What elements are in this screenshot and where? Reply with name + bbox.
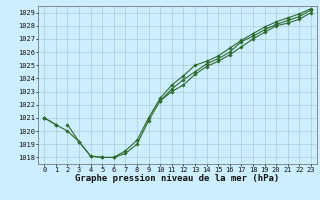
X-axis label: Graphe pression niveau de la mer (hPa): Graphe pression niveau de la mer (hPa): [76, 174, 280, 183]
